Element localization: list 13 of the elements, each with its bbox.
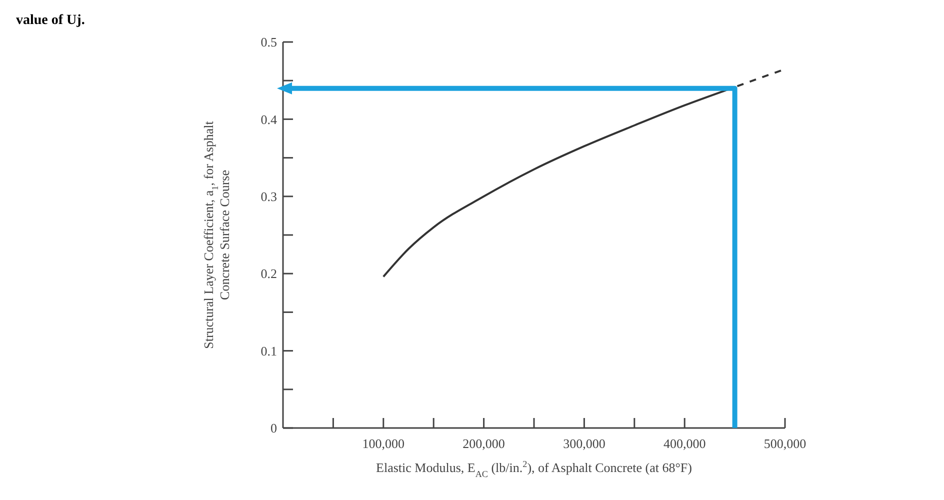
text: value of Uj. (16, 13, 85, 28)
y-tick-label: 0.1 (260, 343, 277, 358)
x-tick-label: 400,000 (663, 436, 706, 451)
y-tick-label: 0.2 (260, 266, 277, 282)
x-tick-label: 200,000 (462, 436, 505, 451)
x-tick-label: 300,000 (563, 436, 606, 451)
y-tick-label: 0 (270, 420, 277, 436)
y-tick-label: 0.3 (260, 188, 277, 204)
y-tick-label: 0.5 (260, 34, 277, 50)
y-tick-label: 0.4 (260, 112, 278, 127)
x-tick-label: 500,000 (764, 436, 806, 451)
x-tick-label: 100,000 (362, 436, 405, 451)
x-axis-title: Elastic Modulus, E$_{AC}$ (lb/in.$^{2}$), of Asphalt Concrete (at 68°F) (376, 459, 692, 479)
